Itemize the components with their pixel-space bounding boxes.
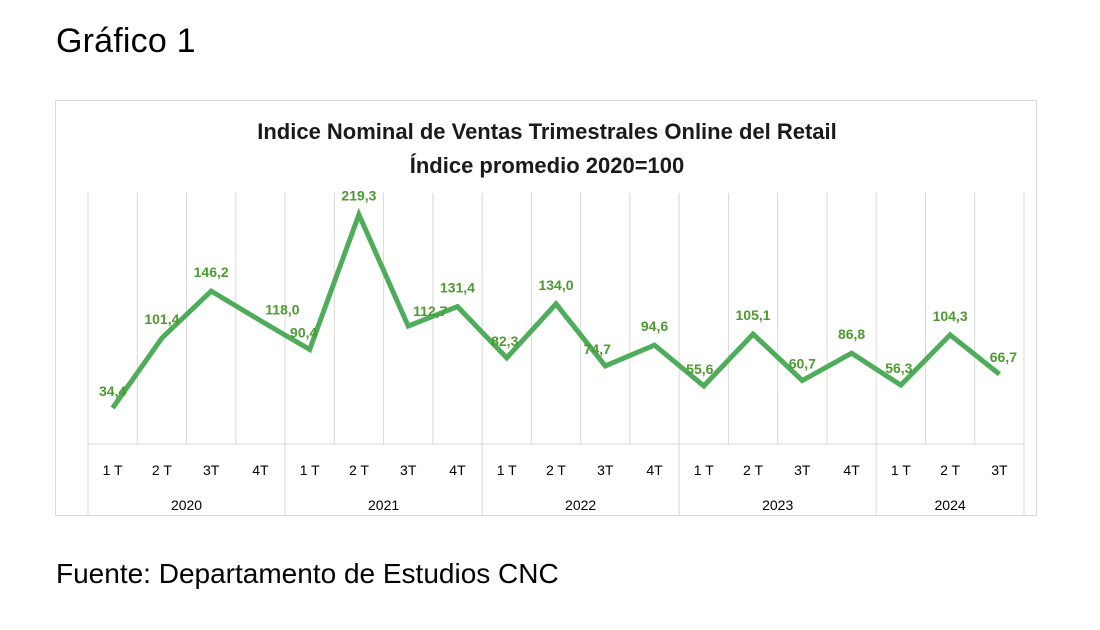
data-labels: 34,4 101,4 146,2 118,0 90,4 219,3 112,7 131,4 82… <box>99 188 1017 399</box>
data-label: 60,7 <box>789 356 816 372</box>
x-tick-label: 3T <box>400 462 417 478</box>
year-label: 2020 <box>171 497 202 513</box>
x-tick-label: 4T <box>252 462 269 478</box>
x-tick-label: 3T <box>991 462 1008 478</box>
x-tick-label: 1 T <box>300 462 320 478</box>
x-tick-label: 4T <box>646 462 663 478</box>
year-label: 2023 <box>762 497 793 513</box>
data-label: 131,4 <box>440 280 475 296</box>
data-label: 146,2 <box>194 264 229 280</box>
x-tick-label: 2 T <box>349 462 369 478</box>
chart-container: Indice Nominal de Ventas Trimestrales On… <box>55 100 1037 516</box>
x-tick-label: 1 T <box>694 462 714 478</box>
data-label: 112,7 <box>413 303 447 319</box>
data-label: 219,3 <box>341 188 376 204</box>
x-tick-label: 3T <box>203 462 220 478</box>
x-tick-label: 3T <box>794 462 811 478</box>
series-line <box>110 207 1001 410</box>
data-label: 34,4 <box>99 383 126 399</box>
data-label: 118,0 <box>265 302 299 318</box>
data-label: 56,3 <box>885 360 912 376</box>
x-tick-label: 2 T <box>940 462 960 478</box>
x-tick-label: 1 T <box>103 462 123 478</box>
page-heading: Gráfico 1 <box>56 22 196 60</box>
x-tick-label: 2 T <box>546 462 566 478</box>
x-tick-label: 1 T <box>891 462 911 478</box>
grid-lines <box>87 193 1025 444</box>
data-label: 66,7 <box>990 349 1017 365</box>
line-chart: Indice Nominal de Ventas Trimestrales On… <box>87 119 1025 516</box>
data-label: 94,6 <box>641 318 668 334</box>
category-axis: 2020 2021 2022 2023 2024 1 T 2 T 3T 4T 1 T 2 T 3T 4T… <box>87 443 1025 516</box>
chart-title: Indice Nominal de Ventas Trimestrales On… <box>257 119 837 144</box>
year-label: 2022 <box>565 497 596 513</box>
data-label: 134,0 <box>538 277 573 293</box>
data-label: 105,1 <box>736 307 771 323</box>
year-label: 2021 <box>368 497 399 513</box>
x-tick-label: 4T <box>843 462 860 478</box>
data-label: 90,4 <box>290 324 317 340</box>
x-tick-label: 2 T <box>152 462 172 478</box>
data-label: 74,7 <box>584 341 611 357</box>
x-tick-label: 3T <box>597 462 614 478</box>
data-label: 104,3 <box>933 308 968 324</box>
year-label: 2024 <box>935 497 966 513</box>
x-tick-label: 1 T <box>497 462 517 478</box>
data-label: 82,3 <box>491 333 518 349</box>
data-label: 101,4 <box>144 311 179 327</box>
x-tick-label: 2 T <box>743 462 763 478</box>
data-label: 55,6 <box>686 361 713 377</box>
source-note: Fuente: Departamento de Estudios CNC <box>56 558 559 589</box>
data-label: 86,8 <box>838 326 865 342</box>
series-line-layer <box>110 207 1001 410</box>
chart-subtitle: Índice promedio 2020=100 <box>410 153 685 178</box>
x-tick-label: 4T <box>449 462 466 478</box>
